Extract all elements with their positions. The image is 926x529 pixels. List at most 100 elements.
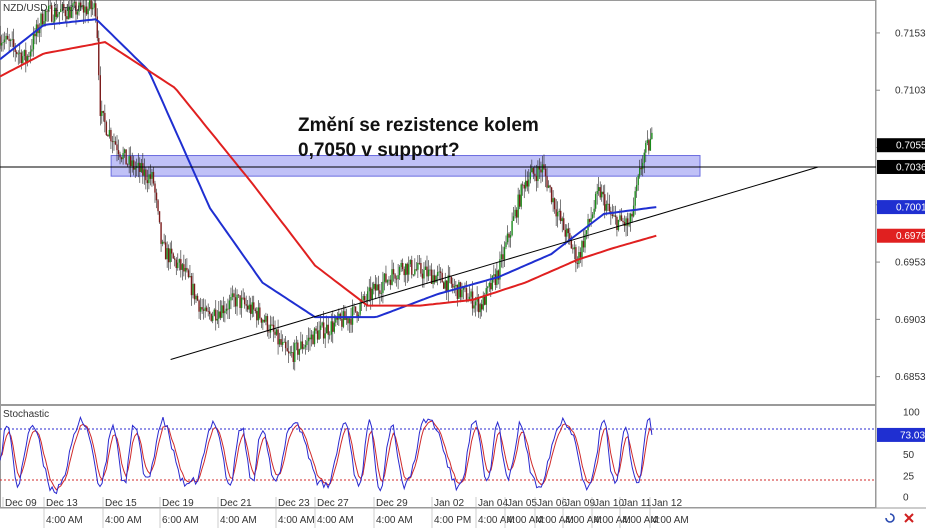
candle-body bbox=[277, 329, 279, 345]
date-label: Dec 19 bbox=[162, 498, 194, 509]
candle-body bbox=[502, 254, 504, 260]
candle-body bbox=[406, 263, 408, 275]
candle-body bbox=[233, 293, 235, 298]
price-badge-label: 0.7055 bbox=[896, 141, 926, 152]
candle-body bbox=[435, 275, 437, 283]
candle-body bbox=[553, 198, 556, 210]
candle-body bbox=[444, 280, 446, 289]
candle-body bbox=[313, 328, 316, 345]
candle-body bbox=[575, 247, 577, 263]
candle-body bbox=[260, 318, 263, 323]
candle-body bbox=[243, 297, 246, 305]
candle-body bbox=[391, 269, 393, 285]
candle-body bbox=[114, 141, 117, 145]
candle-body bbox=[104, 112, 106, 123]
candle-body bbox=[409, 259, 411, 265]
candle-body bbox=[284, 341, 287, 349]
candle-body bbox=[259, 307, 261, 319]
date-label: Dec 29 bbox=[376, 498, 408, 509]
price-tick-label: 0.7153 bbox=[895, 28, 926, 39]
candle-body bbox=[648, 140, 650, 151]
close-icon[interactable] bbox=[904, 513, 914, 523]
candle-body bbox=[594, 193, 597, 209]
candle-body bbox=[639, 167, 641, 176]
time-label: 4:00 AM bbox=[105, 515, 142, 526]
candle-body bbox=[161, 241, 164, 244]
candle-body bbox=[414, 269, 416, 275]
candle-body bbox=[177, 262, 179, 268]
candle-body bbox=[11, 39, 13, 41]
candle-body bbox=[458, 282, 460, 299]
candle-body bbox=[218, 311, 220, 319]
candle-body bbox=[342, 311, 345, 327]
candle-body bbox=[605, 204, 607, 211]
candle-body bbox=[370, 287, 372, 300]
date-label: Jan 11 bbox=[622, 498, 652, 509]
candle-body bbox=[651, 132, 653, 139]
candle-body bbox=[105, 122, 108, 136]
candle-body bbox=[357, 314, 360, 317]
candle-body bbox=[63, 4, 65, 11]
candle-body bbox=[269, 324, 272, 333]
sync-icon[interactable] bbox=[885, 513, 895, 523]
candle-body bbox=[289, 352, 291, 354]
candle-body bbox=[12, 39, 15, 47]
candle-body bbox=[281, 342, 284, 345]
stochastic-tick-label: 50 bbox=[903, 450, 915, 461]
candle-body bbox=[517, 194, 519, 218]
candle-body bbox=[619, 215, 621, 220]
candle-body bbox=[336, 316, 339, 320]
candle-body bbox=[401, 263, 404, 270]
candle-body bbox=[642, 162, 644, 170]
candle-body bbox=[439, 271, 442, 273]
candle-body bbox=[362, 296, 364, 301]
candle-body bbox=[581, 241, 583, 258]
candle-body bbox=[306, 341, 308, 346]
candle-body bbox=[167, 248, 170, 263]
candle-body bbox=[529, 172, 532, 180]
candle-body bbox=[646, 140, 649, 144]
candle-body bbox=[221, 305, 223, 318]
price-tick-label: 0.6903 bbox=[895, 315, 926, 326]
candle-body bbox=[172, 253, 174, 259]
candle-body bbox=[55, 7, 57, 17]
candle-body bbox=[350, 318, 352, 325]
candle-body bbox=[207, 310, 209, 312]
candle-body bbox=[134, 167, 136, 170]
price-panel-frame bbox=[0, 0, 876, 405]
candle-body bbox=[149, 174, 152, 179]
candle-body bbox=[318, 329, 320, 340]
time-label: 4:00 AM bbox=[622, 515, 659, 526]
candle-body bbox=[443, 282, 445, 289]
candle-body bbox=[526, 180, 528, 187]
candle-body bbox=[145, 169, 147, 181]
candle-body bbox=[415, 269, 418, 271]
candle-body bbox=[28, 56, 30, 57]
candle-body bbox=[205, 307, 208, 311]
candle-body bbox=[40, 13, 42, 28]
candle-body bbox=[93, 3, 95, 8]
candle-body bbox=[111, 141, 114, 143]
candle-body bbox=[230, 296, 232, 301]
candle-body bbox=[509, 235, 512, 238]
candle-body bbox=[5, 35, 7, 40]
candle-body bbox=[224, 310, 226, 314]
candle-body bbox=[423, 269, 425, 279]
candle-body bbox=[25, 50, 27, 62]
candle-body bbox=[576, 262, 579, 264]
candle-body bbox=[506, 233, 509, 243]
support-trendline bbox=[170, 166, 819, 360]
candle-body bbox=[199, 307, 202, 312]
candle-body bbox=[622, 220, 624, 223]
candle-body bbox=[494, 274, 497, 285]
candle-body bbox=[44, 10, 47, 22]
annotation-line-2: 0,7050 v support? bbox=[298, 140, 460, 161]
candle-body bbox=[310, 334, 313, 340]
candle-body bbox=[588, 219, 591, 222]
candle-body bbox=[520, 184, 522, 207]
candle-body bbox=[237, 294, 240, 296]
candle-body bbox=[400, 263, 402, 267]
candle-body bbox=[210, 313, 212, 321]
candle-body bbox=[248, 304, 250, 310]
candle-body bbox=[82, 5, 85, 13]
